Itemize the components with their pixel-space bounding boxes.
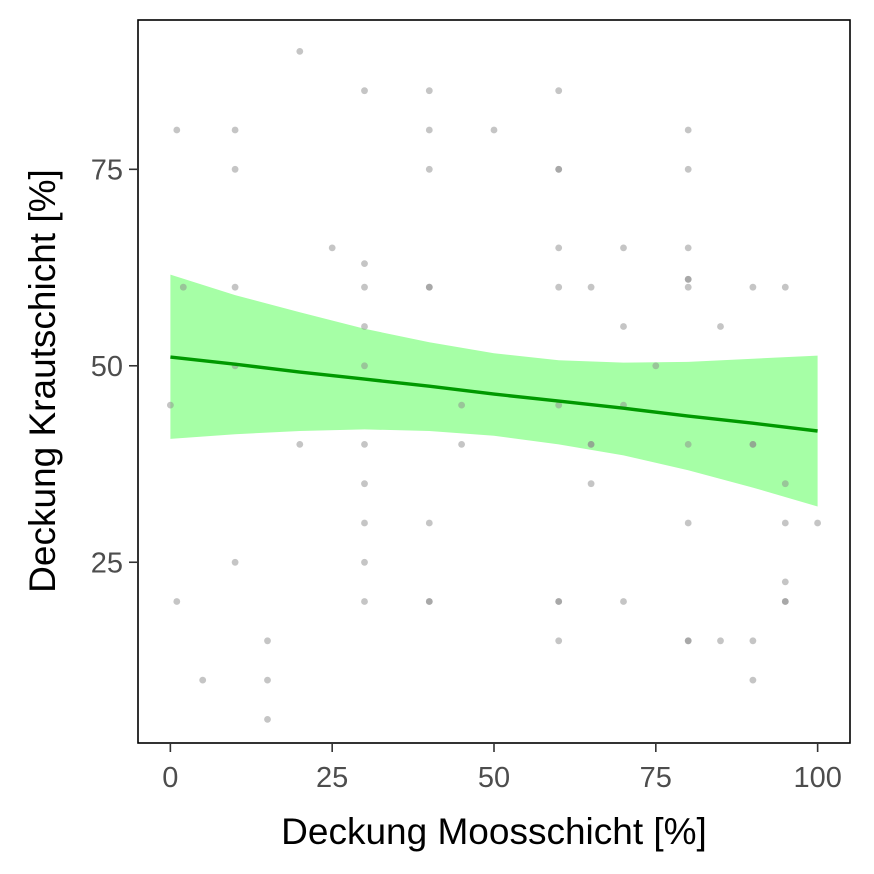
data-point <box>425 87 433 95</box>
data-point <box>361 260 368 267</box>
data-point <box>361 441 368 448</box>
data-point <box>684 441 692 448</box>
data-point <box>684 126 692 134</box>
data-point <box>167 401 174 409</box>
data-point <box>231 283 239 291</box>
data-point <box>781 578 789 586</box>
data-point <box>361 558 368 566</box>
y-tick-label: 50 <box>91 351 123 383</box>
data-point <box>717 323 724 330</box>
data-point <box>231 126 239 134</box>
x-tick-label: 75 <box>640 762 672 794</box>
trend-line-layer <box>170 355 818 433</box>
data-point <box>425 283 433 291</box>
data-point <box>361 480 368 488</box>
x-tick-label: 0 <box>162 762 178 794</box>
data-point <box>781 598 789 605</box>
data-point <box>490 126 498 134</box>
data-point <box>781 519 789 527</box>
data-point <box>328 244 336 252</box>
data-point <box>684 275 692 283</box>
data-point <box>814 519 821 527</box>
data-point <box>361 283 368 291</box>
data-point <box>555 165 563 173</box>
y-axis-title: Deckung Krautschicht [%] <box>22 169 63 593</box>
data-point <box>684 244 692 252</box>
data-point <box>555 598 563 605</box>
data-point <box>264 637 271 645</box>
data-point <box>231 165 239 173</box>
x-axis-title: Deckung Moosschicht [%] <box>281 811 707 852</box>
data-point <box>361 519 368 527</box>
data-point <box>684 165 692 173</box>
data-point <box>684 519 692 527</box>
data-point <box>425 126 433 134</box>
data-points-layer <box>167 48 821 723</box>
data-point <box>620 244 627 252</box>
data-point <box>555 244 563 252</box>
data-point <box>264 676 271 684</box>
data-point <box>361 362 368 370</box>
data-point <box>749 441 757 448</box>
data-point <box>361 87 368 95</box>
data-point <box>264 716 271 723</box>
data-point <box>173 598 181 605</box>
x-axis-ticks: 0 25 50 75 100 <box>162 743 842 794</box>
data-point <box>620 598 627 605</box>
data-point <box>555 283 563 291</box>
data-point <box>587 441 595 448</box>
data-point <box>749 283 757 291</box>
data-point <box>458 441 465 448</box>
data-point <box>717 637 724 645</box>
x-tick-label: 100 <box>793 762 841 794</box>
x-tick-label: 50 <box>478 762 510 794</box>
data-point <box>296 48 304 55</box>
y-tick-label: 25 <box>91 547 123 579</box>
data-point <box>587 480 595 488</box>
data-point <box>749 676 757 684</box>
data-point <box>781 283 789 291</box>
data-point <box>173 126 181 134</box>
data-point <box>231 558 239 566</box>
data-point <box>749 637 757 645</box>
data-point <box>296 441 304 448</box>
data-point <box>555 401 563 409</box>
data-point <box>555 87 563 95</box>
data-point <box>425 598 433 605</box>
data-point <box>458 401 465 409</box>
x-tick-label: 25 <box>316 762 348 794</box>
y-tick-label: 75 <box>91 154 123 186</box>
data-point <box>199 676 207 684</box>
data-point <box>179 283 187 291</box>
y-axis-ticks: 25 50 75 <box>91 154 138 579</box>
data-point <box>425 519 433 527</box>
trend-line <box>170 355 818 433</box>
data-point <box>652 362 660 370</box>
data-point <box>555 637 563 645</box>
confidence-band-layer <box>170 274 818 507</box>
data-point <box>361 598 368 605</box>
data-point <box>620 323 627 330</box>
data-point <box>684 637 692 645</box>
confidence-band <box>170 274 818 507</box>
data-point <box>781 480 789 488</box>
data-point <box>361 323 368 330</box>
data-point <box>587 283 595 291</box>
data-point <box>425 165 433 173</box>
data-point <box>684 283 692 291</box>
